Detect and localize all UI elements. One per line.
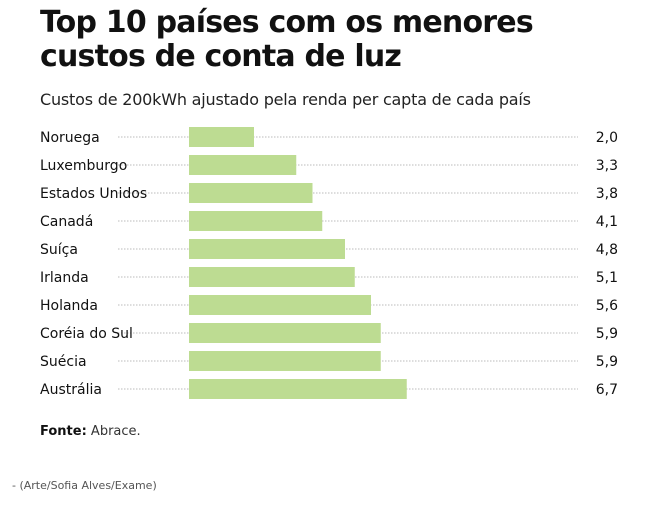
category-label: Luxemburgo xyxy=(40,158,127,174)
image-credit: - (Arte/Sofia Alves/Exame) xyxy=(12,479,157,492)
category-label: Austrália xyxy=(40,382,102,398)
bar xyxy=(189,183,313,203)
bar xyxy=(189,295,371,315)
value-label: 2,0 xyxy=(596,130,618,146)
source-value: Abrace. xyxy=(90,424,141,439)
chart-title: Top 10 países com os menores custos de c… xyxy=(40,5,534,74)
bar xyxy=(189,155,297,175)
category-label: Estados Unidos xyxy=(40,186,147,202)
bar-chart: Noruega 2,0 Luxemburgo 3,3 Estados Unidos 3,8… xyxy=(40,127,618,399)
value-label: 5,9 xyxy=(596,354,618,370)
source-label: Fonte: xyxy=(40,424,87,439)
value-label: 3,8 xyxy=(596,186,618,202)
value-label: 5,6 xyxy=(596,298,618,314)
value-label: 5,9 xyxy=(596,326,618,342)
value-label: 4,8 xyxy=(596,242,618,258)
source-note: Fonte: Abrace. xyxy=(40,424,141,439)
bar xyxy=(189,127,254,147)
bar xyxy=(189,351,381,371)
bar xyxy=(189,239,345,259)
value-label: 3,3 xyxy=(596,158,618,174)
category-label: Suíça xyxy=(40,242,78,258)
chart-subtitle: Custos de 200kWh ajustado pela renda per… xyxy=(40,90,531,109)
value-label: 5,1 xyxy=(596,270,618,286)
category-label: Coréia do Sul xyxy=(40,326,133,342)
bar xyxy=(189,323,381,343)
category-label: Irlanda xyxy=(40,270,89,286)
bar xyxy=(189,267,355,287)
category-label: Noruega xyxy=(40,130,100,146)
category-label: Canadá xyxy=(40,214,93,230)
bar xyxy=(189,211,323,231)
category-label: Holanda xyxy=(40,298,98,314)
value-label: 4,1 xyxy=(596,214,618,230)
value-label: 6,7 xyxy=(596,382,618,398)
category-label: Suécia xyxy=(40,354,87,370)
bar xyxy=(189,379,407,399)
